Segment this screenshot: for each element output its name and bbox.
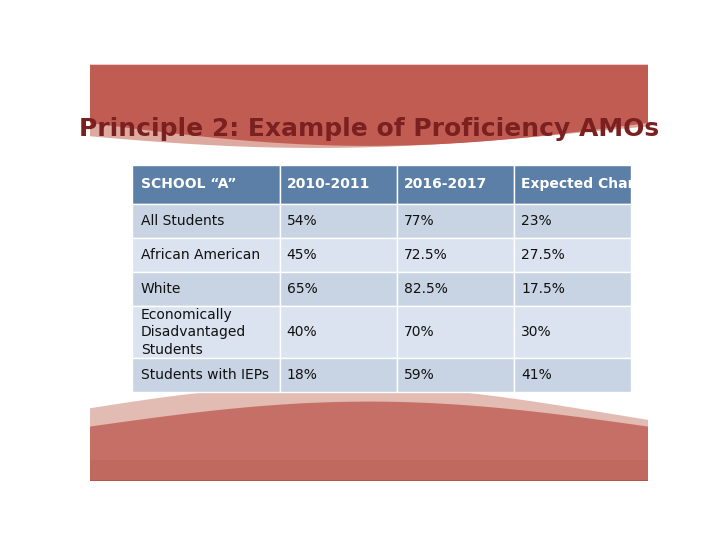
FancyBboxPatch shape [514, 359, 631, 393]
FancyBboxPatch shape [514, 306, 631, 359]
Text: 40%: 40% [287, 326, 318, 339]
FancyBboxPatch shape [514, 272, 631, 306]
Text: 77%: 77% [404, 214, 435, 228]
Text: 23%: 23% [521, 214, 552, 228]
FancyBboxPatch shape [280, 272, 397, 306]
Text: All Students: All Students [140, 214, 224, 228]
Bar [90, 460, 648, 481]
Text: 72.5%: 72.5% [404, 248, 448, 262]
Text: 30%: 30% [521, 326, 552, 339]
Text: 59%: 59% [404, 368, 435, 382]
FancyBboxPatch shape [280, 306, 397, 359]
Text: 65%: 65% [287, 282, 318, 296]
FancyBboxPatch shape [132, 306, 280, 359]
FancyBboxPatch shape [514, 204, 631, 238]
FancyBboxPatch shape [280, 238, 397, 272]
Text: Expected Change: Expected Change [521, 177, 657, 191]
Text: Economically
Disadvantaged
Students: Economically Disadvantaged Students [140, 308, 246, 356]
Polygon shape [90, 65, 648, 148]
Text: White: White [140, 282, 181, 296]
FancyBboxPatch shape [397, 359, 514, 393]
Text: 18%: 18% [287, 368, 318, 382]
Text: 2016-2017: 2016-2017 [404, 177, 487, 191]
Bar [90, 65, 648, 123]
Polygon shape [90, 65, 648, 146]
FancyBboxPatch shape [132, 204, 280, 238]
Polygon shape [90, 402, 648, 481]
FancyBboxPatch shape [397, 204, 514, 238]
FancyBboxPatch shape [132, 272, 280, 306]
Polygon shape [90, 385, 648, 481]
Text: 82.5%: 82.5% [404, 282, 448, 296]
FancyBboxPatch shape [280, 165, 397, 204]
Text: SCHOOL “A”: SCHOOL “A” [140, 177, 236, 191]
Text: 17.5%: 17.5% [521, 282, 565, 296]
FancyBboxPatch shape [397, 238, 514, 272]
FancyBboxPatch shape [397, 165, 514, 204]
Text: 2010-2011: 2010-2011 [287, 177, 370, 191]
FancyBboxPatch shape [280, 204, 397, 238]
FancyBboxPatch shape [132, 359, 280, 393]
FancyBboxPatch shape [514, 165, 631, 204]
Text: African American: African American [140, 248, 260, 262]
FancyBboxPatch shape [397, 272, 514, 306]
Text: Students with IEPs: Students with IEPs [140, 368, 269, 382]
Text: Principle 2: Example of Proficiency AMOs: Principle 2: Example of Proficiency AMOs [79, 117, 659, 141]
Text: 41%: 41% [521, 368, 552, 382]
Text: 45%: 45% [287, 248, 318, 262]
Text: 70%: 70% [404, 326, 435, 339]
FancyBboxPatch shape [397, 306, 514, 359]
FancyBboxPatch shape [280, 359, 397, 393]
FancyBboxPatch shape [514, 238, 631, 272]
FancyBboxPatch shape [132, 238, 280, 272]
FancyBboxPatch shape [132, 165, 280, 204]
Text: 54%: 54% [287, 214, 318, 228]
Text: 27.5%: 27.5% [521, 248, 565, 262]
